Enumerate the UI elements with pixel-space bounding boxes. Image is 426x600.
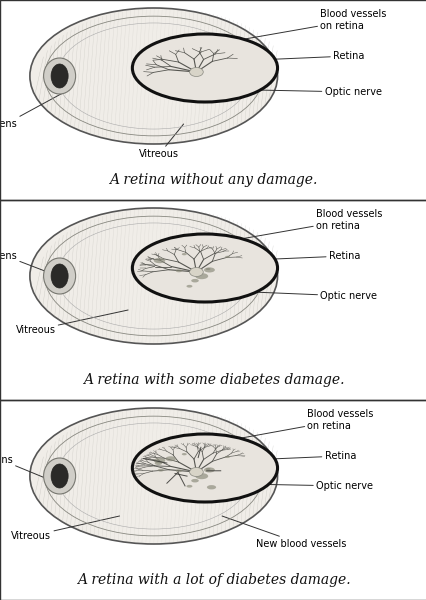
Text: Retina: Retina [256,51,363,61]
Circle shape [175,269,181,272]
Ellipse shape [30,8,277,144]
Text: Vitreous: Vitreous [15,310,128,335]
Circle shape [191,479,199,482]
Text: A retina with some diabetes damage.: A retina with some diabetes damage. [83,373,343,387]
Ellipse shape [30,208,277,344]
Ellipse shape [43,458,75,494]
Circle shape [153,458,165,463]
Circle shape [205,268,210,270]
Text: New blood vessels: New blood vessels [222,516,346,549]
Circle shape [186,485,192,488]
Ellipse shape [43,58,75,94]
Circle shape [132,434,277,502]
Circle shape [225,456,229,458]
Circle shape [207,485,216,490]
Ellipse shape [51,464,68,488]
Ellipse shape [30,408,277,544]
Circle shape [181,253,186,256]
Circle shape [175,469,181,472]
Circle shape [157,469,164,472]
Text: Blood vessels
on retina: Blood vessels on retina [234,209,381,240]
Text: A retina without any damage.: A retina without any damage. [109,173,317,187]
Text: Lens: Lens [0,90,68,129]
Text: A retina with a lot of diabetes damage.: A retina with a lot of diabetes damage. [77,573,349,587]
Circle shape [195,473,208,479]
Circle shape [154,461,162,465]
Circle shape [153,258,165,263]
Text: Blood vessels
on retina: Blood vessels on retina [230,409,373,440]
Circle shape [132,34,277,102]
Circle shape [132,234,277,302]
Circle shape [186,285,192,287]
Ellipse shape [51,264,68,288]
Ellipse shape [189,268,203,277]
Circle shape [191,279,199,283]
Text: Optic nerve: Optic nerve [251,291,376,301]
Circle shape [195,273,208,279]
Text: Lens: Lens [0,455,60,484]
Text: Optic nerve: Optic nerve [243,481,372,491]
Text: Blood vessels
on retina: Blood vessels on retina [239,9,386,40]
Text: Vitreous: Vitreous [139,124,183,159]
Text: Vitreous: Vitreous [11,516,119,541]
Circle shape [204,268,214,272]
Circle shape [204,467,214,472]
Circle shape [205,468,210,470]
Ellipse shape [189,67,203,76]
Circle shape [225,256,229,258]
Ellipse shape [43,258,75,294]
Ellipse shape [51,64,68,88]
Ellipse shape [189,467,203,476]
Text: Retina: Retina [251,251,359,261]
Text: Retina: Retina [247,451,355,461]
Circle shape [165,456,176,461]
Text: Lens: Lens [0,251,68,280]
Text: Optic nerve: Optic nerve [256,87,380,97]
Circle shape [181,453,186,455]
